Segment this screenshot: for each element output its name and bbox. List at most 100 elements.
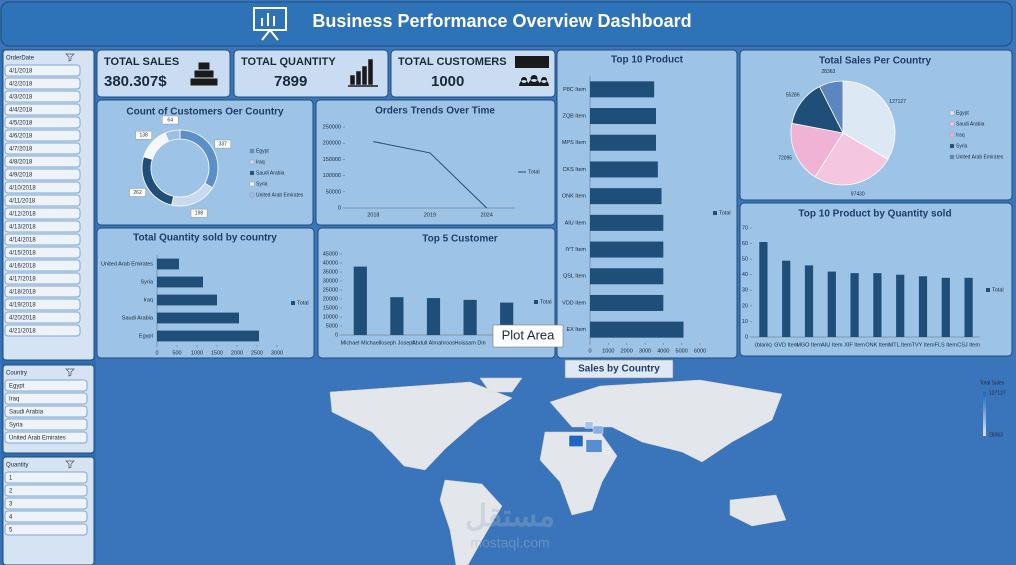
legend-swatch: [949, 143, 955, 149]
slicer-item[interactable]: [4, 392, 88, 405]
y-tick-label: 60: [742, 241, 748, 247]
slicer-item-label[interactable]: 4/19/2018: [9, 303, 36, 309]
slice: [842, 80, 896, 160]
y-tick-label: 10000: [323, 314, 338, 320]
slicer-item-label[interactable]: 4/2/2018: [9, 82, 33, 88]
landmass: [539, 431, 618, 516]
x-tick-label: Hoissam Din: [455, 340, 486, 346]
slicer-item[interactable]: [4, 168, 81, 181]
slicer-item-label[interactable]: 4: [9, 515, 13, 521]
slicer-item-label[interactable]: 4/9/2018: [9, 173, 33, 179]
slicer-item[interactable]: [4, 431, 88, 444]
slicer-item[interactable]: [4, 77, 81, 90]
bar: [782, 260, 791, 337]
slicer-item-label[interactable]: 4/10/2018: [9, 186, 36, 192]
y-tick-label: QSL Item: [563, 274, 586, 280]
y-tick-label: 45000: [323, 251, 338, 257]
x-tick-label: TVY Item: [912, 342, 935, 348]
legend-swatch: [534, 300, 538, 304]
slicer-item-label[interactable]: 4/13/2018: [9, 225, 36, 231]
slicer-item[interactable]: [4, 181, 81, 194]
slicer-item-label[interactable]: Syria: [9, 423, 23, 429]
slice: [790, 122, 844, 178]
filter-icon: [65, 53, 75, 62]
x-tick-label: 2500: [251, 350, 263, 356]
tooltip: Plot Area: [502, 327, 556, 342]
slicer-item[interactable]: [4, 116, 81, 129]
slicer-item[interactable]: [4, 405, 88, 418]
slicer-item-label[interactable]: 3: [9, 502, 13, 508]
data-label: 198: [195, 210, 204, 216]
legend-swatch: [249, 192, 255, 198]
slicer-item-label[interactable]: Saudi Arabia: [9, 410, 44, 416]
slice: [814, 132, 889, 186]
slicer-item[interactable]: [4, 497, 88, 510]
y-tick-label: United Arab Emirates: [101, 261, 153, 267]
slicer-item-label[interactable]: 4/18/2018: [9, 290, 36, 296]
bar: [390, 297, 404, 335]
card: [96, 227, 315, 359]
slicer-item-label[interactable]: 4/17/2018: [9, 277, 36, 283]
slicer-item-label[interactable]: 4/16/2018: [9, 264, 36, 270]
bar: [873, 273, 882, 337]
slicer-item[interactable]: [4, 379, 88, 392]
slicer-item-label[interactable]: 4/3/2018: [9, 95, 33, 101]
slicer-item-label[interactable]: 4/11/2018: [9, 199, 36, 205]
slicer-item[interactable]: [4, 324, 81, 337]
y-tick-label: 50: [742, 257, 748, 263]
slicer-item[interactable]: [4, 285, 81, 298]
slicer-item[interactable]: [4, 523, 88, 536]
slicer-item-label[interactable]: 1: [9, 476, 13, 482]
bar: [157, 276, 203, 288]
slicer-item-label[interactable]: United Arab Emirates: [9, 436, 66, 442]
kpi-value: 7899: [274, 73, 307, 90]
slicer-item-label[interactable]: 5: [9, 528, 13, 534]
slicer-item-label[interactable]: 2: [9, 489, 13, 495]
slicer-item-label[interactable]: 4/14/2018: [9, 238, 36, 244]
bar: [590, 294, 664, 311]
slicer-item[interactable]: [4, 207, 81, 220]
slicer-item-label[interactable]: 4/4/2018: [9, 108, 33, 114]
slicer-item[interactable]: [4, 471, 88, 484]
slicer-item-label[interactable]: 4/1/2018: [9, 69, 33, 75]
slicer-item-label[interactable]: Egypt: [9, 384, 25, 390]
slicer-item[interactable]: [4, 220, 81, 233]
slicer-item-label[interactable]: 4/12/2018: [9, 212, 36, 218]
slicer-item[interactable]: [4, 155, 81, 168]
slicer-item[interactable]: [4, 194, 81, 207]
slicer-item[interactable]: [4, 259, 81, 272]
slicer-item-label[interactable]: 4/7/2018: [9, 147, 33, 153]
y-tick-label: 20: [742, 303, 748, 309]
slicer-item[interactable]: [4, 233, 81, 246]
slicer-item[interactable]: [4, 510, 88, 523]
legend-label: Egypt: [256, 148, 269, 154]
slicer-item[interactable]: [4, 272, 81, 285]
slicer-item-label[interactable]: Iraq: [9, 397, 19, 403]
slicer-item-label[interactable]: 4/6/2018: [9, 134, 33, 140]
slicer-item[interactable]: [4, 129, 81, 142]
slicer-item-label[interactable]: 4/15/2018: [9, 251, 36, 257]
y-tick-label: 40: [742, 272, 748, 278]
bar: [157, 330, 259, 342]
y-tick-label: AIU Item: [565, 220, 587, 226]
slicer-item[interactable]: [4, 418, 88, 431]
slicer-item-label[interactable]: 4/20/2018: [9, 316, 36, 322]
y-tick-label: CKS Item: [562, 167, 586, 173]
slicer-item[interactable]: [4, 311, 81, 324]
slicer-item[interactable]: [4, 246, 81, 259]
color-bar-label: 127127: [989, 390, 1006, 396]
slicer-item-label[interactable]: 4/5/2018: [9, 121, 33, 127]
slicer-item[interactable]: [4, 103, 81, 116]
bar: [590, 214, 664, 231]
color-bar: [983, 392, 986, 436]
slicer-item[interactable]: [4, 64, 81, 77]
slicer-item[interactable]: [4, 142, 81, 155]
slicer-item[interactable]: [4, 484, 88, 497]
y-tick-label: 0: [338, 205, 341, 211]
x-tick-label: Abdull Almahroos: [412, 340, 455, 346]
slicer-item[interactable]: [4, 298, 81, 311]
slicer-item-label[interactable]: 4/8/2018: [9, 160, 33, 166]
kpi-icon: [348, 59, 378, 87]
slicer-item-label[interactable]: 4/21/2018: [9, 329, 36, 335]
slicer-item[interactable]: [4, 90, 81, 103]
